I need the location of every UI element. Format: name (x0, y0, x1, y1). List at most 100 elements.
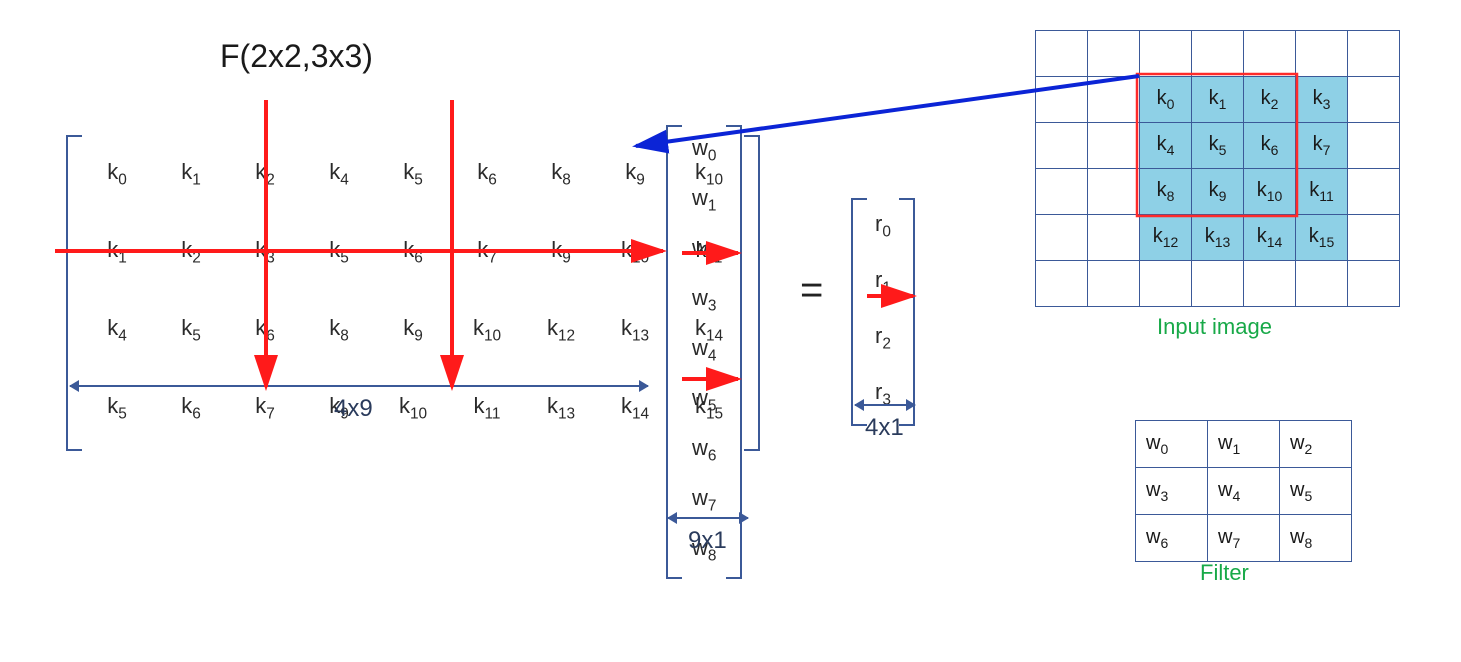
grid-cell (1348, 123, 1400, 169)
grid-cell: k15 (1296, 215, 1348, 261)
vector-cell: w0 (680, 125, 728, 175)
vector-cell: w6 (680, 425, 728, 475)
matrix-cell: k7 (450, 213, 524, 291)
input-image-grid: k0k1k2k3k4k5k6k7k8k9k10k11k12k13k14k15 (1035, 30, 1400, 307)
matrix-cell: k5 (302, 213, 376, 291)
matrix-cell: k10 (450, 291, 524, 369)
matrix-cell: k2 (228, 135, 302, 213)
matrix-cell: k5 (80, 369, 154, 447)
filter-cell: w7 (1208, 515, 1280, 562)
matrix-cell: k4 (80, 291, 154, 369)
grid-cell (1088, 169, 1140, 215)
grid-cell (1192, 261, 1244, 307)
matrix-cell: k5 (154, 291, 228, 369)
grid-cell: k7 (1296, 123, 1348, 169)
grid-cell (1296, 261, 1348, 307)
matrix-cell: k10 (376, 369, 450, 447)
matrix-cell: k7 (228, 369, 302, 447)
grid-cell (1036, 123, 1088, 169)
vector-cell: w5 (680, 375, 728, 425)
vector-cell: w1 (680, 175, 728, 225)
grid-cell (1296, 31, 1348, 77)
grid-cell (1348, 169, 1400, 215)
matrix-cell: k6 (450, 135, 524, 213)
grid-cell (1088, 215, 1140, 261)
grid-cell (1088, 261, 1140, 307)
equals-sign: = (800, 268, 823, 313)
matrix-cell: k9 (376, 291, 450, 369)
matrix-cell: k2 (154, 213, 228, 291)
dim-arrow-4x1 (855, 404, 915, 406)
filter-cell: w6 (1136, 515, 1208, 562)
grid-cell (1088, 77, 1140, 123)
filter-cell: w1 (1208, 421, 1280, 468)
matrix-cell: k8 (302, 291, 376, 369)
grid-cell (1140, 261, 1192, 307)
grid-cell: k6 (1244, 123, 1296, 169)
filter-caption: Filter (1200, 560, 1249, 586)
dim-arrow-4x9 (70, 385, 648, 387)
matrix-cell: k8 (524, 135, 598, 213)
vector-cell: w4 (680, 325, 728, 375)
grid-cell: k2 (1244, 77, 1296, 123)
matrix-cell: k13 (524, 369, 598, 447)
filter-grid: w0w1w2 w3w4w5 w6w7w8 (1135, 420, 1352, 562)
filter-cell: w5 (1280, 468, 1352, 515)
dim-label-4x1: 4x1 (865, 414, 904, 442)
grid-cell (1088, 31, 1140, 77)
matrix-cell: k6 (228, 291, 302, 369)
vector-cell: r2 (865, 310, 901, 366)
matrix-cell: k6 (376, 213, 450, 291)
grid-cell (1348, 77, 1400, 123)
matrix-cell: k9 (524, 213, 598, 291)
input-image-caption: Input image (1157, 314, 1272, 340)
grid-cell: k11 (1296, 169, 1348, 215)
filter-cell: w8 (1280, 515, 1352, 562)
matrix-4x9: k0k1k2k4k5k6k8k9k10k1k2k3k5k6k7k9k10k11k… (80, 135, 746, 447)
grid-cell (1088, 123, 1140, 169)
grid-cell: k3 (1296, 77, 1348, 123)
vector-w: w0w1w2w3w4w5w6w7w8 (680, 125, 728, 575)
grid-cell: k1 (1192, 77, 1244, 123)
filter-cell: w3 (1136, 468, 1208, 515)
dim-label-9x1: 9x1 (688, 527, 727, 555)
vector-cell: r0 (865, 198, 901, 254)
matrix-cell: k11 (450, 369, 524, 447)
grid-cell (1036, 261, 1088, 307)
matrix-cell: k6 (154, 369, 228, 447)
grid-cell: k5 (1192, 123, 1244, 169)
filter-cell: w4 (1208, 468, 1280, 515)
matrix-cell: k5 (376, 135, 450, 213)
vector-cell: w2 (680, 225, 728, 275)
dim-arrow-9x1 (668, 517, 748, 519)
matrix-cell: k9 (598, 135, 672, 213)
grid-cell (1348, 215, 1400, 261)
grid-cell (1348, 261, 1400, 307)
grid-cell: k8 (1140, 169, 1192, 215)
matrix-cell: k4 (302, 135, 376, 213)
grid-cell: k13 (1192, 215, 1244, 261)
grid-cell: k14 (1244, 215, 1296, 261)
grid-cell (1244, 261, 1296, 307)
vector-r: r0r1r2r3 (865, 198, 901, 422)
grid-cell (1244, 31, 1296, 77)
grid-cell (1036, 215, 1088, 261)
matrix-cell: k12 (524, 291, 598, 369)
matrix-cell: k13 (598, 291, 672, 369)
grid-cell: k0 (1140, 77, 1192, 123)
grid-cell (1036, 169, 1088, 215)
grid-cell: k9 (1192, 169, 1244, 215)
vector-cell: r1 (865, 254, 901, 310)
grid-cell: k4 (1140, 123, 1192, 169)
filter-cell: w0 (1136, 421, 1208, 468)
matrix-cell: k1 (154, 135, 228, 213)
grid-cell: k12 (1140, 215, 1192, 261)
grid-cell (1036, 77, 1088, 123)
grid-cell (1348, 31, 1400, 77)
matrix-cell: k10 (598, 213, 672, 291)
grid-cell (1036, 31, 1088, 77)
vector-cell: w3 (680, 275, 728, 325)
grid-cell (1140, 31, 1192, 77)
matrix-cell: k0 (80, 135, 154, 213)
filter-cell: w2 (1280, 421, 1352, 468)
